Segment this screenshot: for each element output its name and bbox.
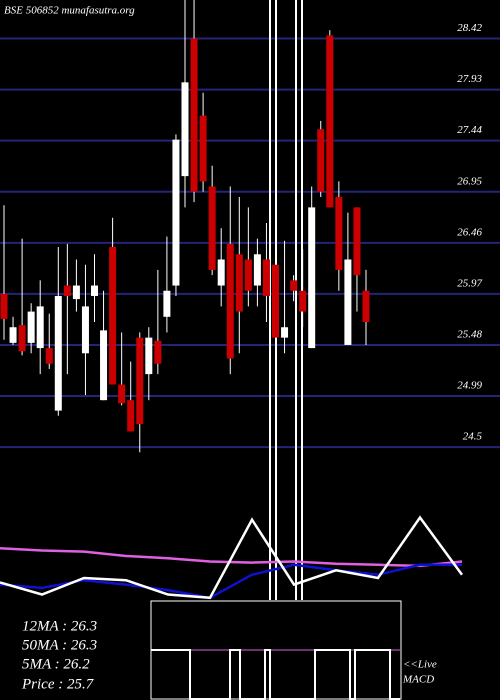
live-label: MACD [402,674,434,686]
candle-body [0,293,8,319]
y-tick-label: 26.46 [457,226,482,238]
candle-body [317,129,325,192]
candle-body [362,290,370,323]
y-tick-label: 27.44 [457,124,482,136]
stat: 5MA : 26.2 [22,656,90,672]
candle-body [45,348,53,364]
candle-body [326,35,334,208]
candle-body [154,340,162,364]
indicator-line [0,547,463,568]
y-tick-label: 28.42 [457,22,482,34]
candle-body [353,207,361,276]
indicator-line [0,563,462,600]
candle-body [335,196,343,270]
candle-body [63,285,71,296]
candle-body [136,337,144,425]
y-tick-label: 27.93 [457,73,482,85]
candle-body [72,285,80,300]
candle-body [199,115,207,182]
candle-body [235,254,243,312]
candle-body [118,384,126,404]
candle-body [91,285,98,296]
y-tick-label: 25.48 [457,328,482,340]
candle-body [253,254,261,286]
candle-body [281,327,289,338]
candle-body [172,139,180,286]
candle-body [344,259,352,345]
candle-body [190,38,198,192]
stat: 12MA : 26.3 [22,618,97,634]
candle-body [9,327,17,343]
candle-body [226,243,234,359]
candle-body [163,290,171,317]
y-tick-label: 24.5 [463,431,483,443]
candle-body [18,325,26,352]
y-tick-label: 24.99 [457,380,482,392]
candle-body [36,306,44,349]
live-label: <<Live [403,659,437,671]
candle-body [299,290,307,312]
candle-body [244,259,252,291]
candle-body [54,295,62,411]
candle-body [272,264,279,338]
stat: 50MA : 26.3 [22,637,97,653]
y-tick-label: 26.95 [457,175,482,187]
candle-body [145,337,153,375]
indicator-line [0,515,464,600]
y-tick-label: 25.97 [457,277,482,289]
candle-body [262,259,270,296]
candle-body [109,246,117,385]
candle-body [308,207,316,349]
candle-body [27,311,35,343]
macd-wave [151,649,400,700]
candle-body [208,186,216,270]
candle-body [217,259,225,286]
candle-body [290,280,298,291]
candle-body [181,82,189,177]
stat: Price : 25.7 [21,676,95,692]
candle-body [127,400,135,432]
chart-title: BSE 506852 munafasutra.org [4,5,135,17]
candle-body [100,330,108,401]
candle-body [81,306,89,354]
